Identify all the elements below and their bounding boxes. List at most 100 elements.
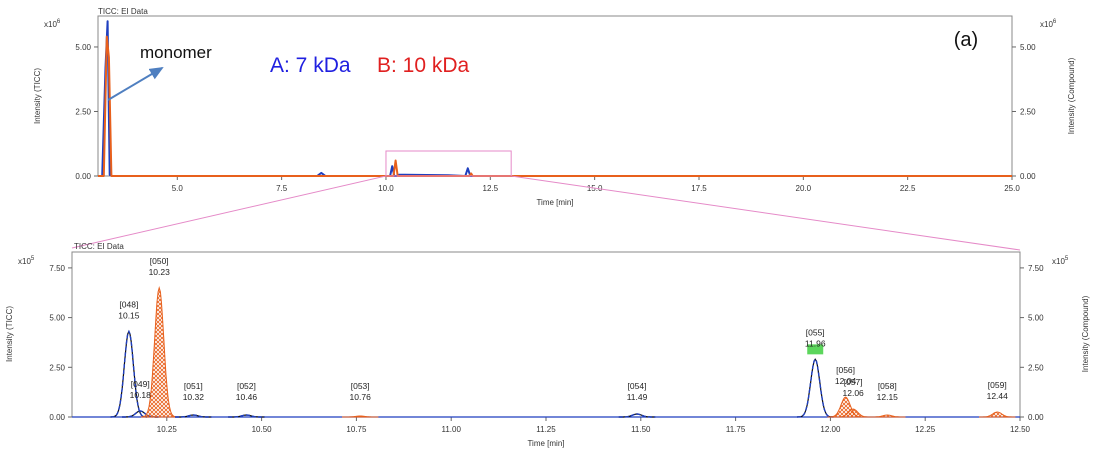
top-x-tick-label: 20.0: [796, 184, 812, 193]
bottom-y-tick-label-right: 7.50: [1028, 264, 1044, 273]
peak-time-label: 10.15: [118, 311, 140, 321]
peak-time-label: 11.96: [805, 338, 826, 348]
bottom-y-tick-label-left: 0.00: [49, 413, 65, 422]
top-x-tick-label: 17.5: [691, 184, 707, 193]
top-y-tick-label-left: 0.00: [75, 172, 91, 181]
zoom-connector-left: [71, 175, 387, 249]
top-y-tick-label-right: 5.00: [1020, 43, 1036, 52]
bottom-x-tick-label: 10.25: [157, 425, 178, 434]
top-y-tick-label-right: 0.00: [1020, 172, 1036, 181]
bottom-y-exponent-right: x105: [1052, 256, 1069, 266]
peak-id-label: [058]: [878, 381, 897, 391]
peak-time-label: 10.23: [149, 267, 171, 277]
bottom-chart-title: TICC: EI Data: [74, 242, 124, 251]
bottom-x-tick-label: 12.00: [820, 425, 841, 434]
peak-time-label: 12.44: [987, 391, 1009, 401]
peak-055: [796, 357, 834, 418]
top-series-group: [98, 20, 1012, 177]
bottom-x-tick-label: 11.00: [441, 425, 461, 434]
bottom-chart: TICC: EI Data x105 x105 Intensity (TICC)…: [5, 242, 1090, 448]
peak-time-label: 12.06: [843, 388, 865, 398]
peak-time-label: 10.46: [236, 392, 258, 402]
peak-time-label: 12.04: [835, 376, 857, 386]
peak-id-label: [048]: [119, 300, 138, 310]
top-x-tick-label: 10.0: [378, 184, 394, 193]
peak-time-label: 10.76: [350, 392, 372, 402]
bottom-peaks-group: [72, 285, 1020, 418]
peak-id-label: [050]: [150, 256, 169, 266]
top-y-axis-label-right: Intensity (Compound): [1067, 57, 1076, 134]
top-x-tick-label: 25.0: [1004, 184, 1020, 193]
label-a-annotation: A: 7 kDa: [270, 54, 351, 77]
peak-055-highlight: [807, 344, 824, 355]
monomer-annotation: monomer: [140, 43, 212, 62]
peak-048: [110, 329, 148, 418]
bottom-x-tick-label: 10.75: [346, 425, 367, 434]
peak-id-label: [053]: [351, 381, 370, 391]
peak-id-label: [052]: [237, 381, 256, 391]
bottom-y-tick-label-left: 2.50: [49, 363, 65, 372]
bottom-y-axis-label-left: Intensity (TICC): [5, 306, 14, 362]
bottom-y-tick-label-left: 7.50: [49, 264, 65, 273]
top-y-exponent-left: x106: [44, 19, 61, 29]
top-x-tick-label: 12.5: [483, 184, 499, 193]
peak-id-label: [055]: [806, 327, 825, 337]
peak-048-outline: [110, 330, 148, 418]
label-b-annotation: B: 10 kDa: [377, 54, 470, 77]
top-y-tick-label-right: 2.50: [1020, 107, 1036, 116]
bottom-y-exponent-left: x105: [18, 256, 35, 266]
top-x-tick-label: 22.5: [900, 184, 916, 193]
peak-050: [140, 285, 178, 418]
top-x-axis-label: Time [min]: [536, 198, 573, 207]
top-y-exponent-right: x106: [1040, 19, 1057, 29]
peak-058: [869, 414, 906, 418]
peak-id-label: [059]: [988, 380, 1007, 390]
peak-id-label: [057]: [844, 377, 863, 387]
bottom-y-tick-label-right: 5.00: [1028, 314, 1044, 323]
bottom-y-tick-label-left: 5.00: [49, 314, 65, 323]
peak-059: [979, 411, 1016, 418]
peak-id-label: [051]: [184, 381, 203, 391]
bottom-ticks: 10.25 10.50 10.75 11.00 11.25 11.50 11.75 12.00…: [49, 264, 1044, 434]
top-y-tick-label-left: 2.50: [75, 107, 91, 116]
peak-052: [228, 414, 265, 418]
monomer-arrow: [107, 66, 164, 101]
panel-label: (a): [954, 29, 978, 51]
top-series-b-line: [98, 35, 1012, 177]
peak-id-label: [054]: [628, 381, 647, 391]
peak-time-label: 10.18: [130, 390, 152, 400]
bottom-y-axis-label-right: Intensity (Compound): [1081, 295, 1090, 372]
top-ticks: 5.07.510.012.515.017.520.022.525.00.000.…: [75, 43, 1036, 193]
top-series-a-line: [98, 20, 1012, 177]
bottom-x-tick-label: 10.50: [252, 425, 273, 434]
bottom-x-tick-label: 11.25: [536, 425, 556, 434]
bottom-x-tick-label: 11.75: [726, 425, 746, 434]
top-x-tick-label: 5.0: [172, 184, 184, 193]
top-chart-title: TICC: EI Data: [98, 7, 148, 16]
peak-055-outline: [796, 358, 834, 418]
top-x-tick-label: 7.5: [276, 184, 288, 193]
bottom-peak-labels: [048]10.15 [049]10.18 [050]10.23 [051]10.32…: [118, 256, 1008, 402]
bottom-y-tick-label-right: 2.50: [1028, 363, 1044, 372]
peak-time-label: 12.15: [877, 392, 899, 402]
zoom-connector-right: [511, 175, 1021, 251]
peak-id-label: [056]: [836, 365, 855, 375]
top-y-tick-label-left: 5.00: [75, 43, 91, 52]
bottom-x-axis-label: Time [min]: [527, 439, 564, 448]
peak-id-label: [049]: [131, 379, 150, 389]
bottom-x-tick-label: 12.25: [915, 425, 936, 434]
peak-time-label: 10.32: [183, 392, 205, 402]
bottom-x-tick-label: 12.50: [1010, 425, 1031, 434]
bottom-x-tick-label: 11.50: [631, 425, 651, 434]
top-y-axis-label-left: Intensity (TICC): [33, 68, 42, 124]
bottom-y-tick-label-right: 0.00: [1028, 413, 1044, 422]
top-chart: TICC: EI Data x106 x106 Intensity (TICC)…: [33, 7, 1076, 207]
zoom-region-box: [385, 150, 512, 177]
peak-time-label: 11.49: [627, 392, 648, 402]
peak-051: [175, 414, 212, 418]
top-plot-frame: [97, 15, 1013, 177]
peak-057: [835, 408, 872, 418]
peak-053: [342, 415, 379, 418]
peak-054: [618, 413, 656, 418]
